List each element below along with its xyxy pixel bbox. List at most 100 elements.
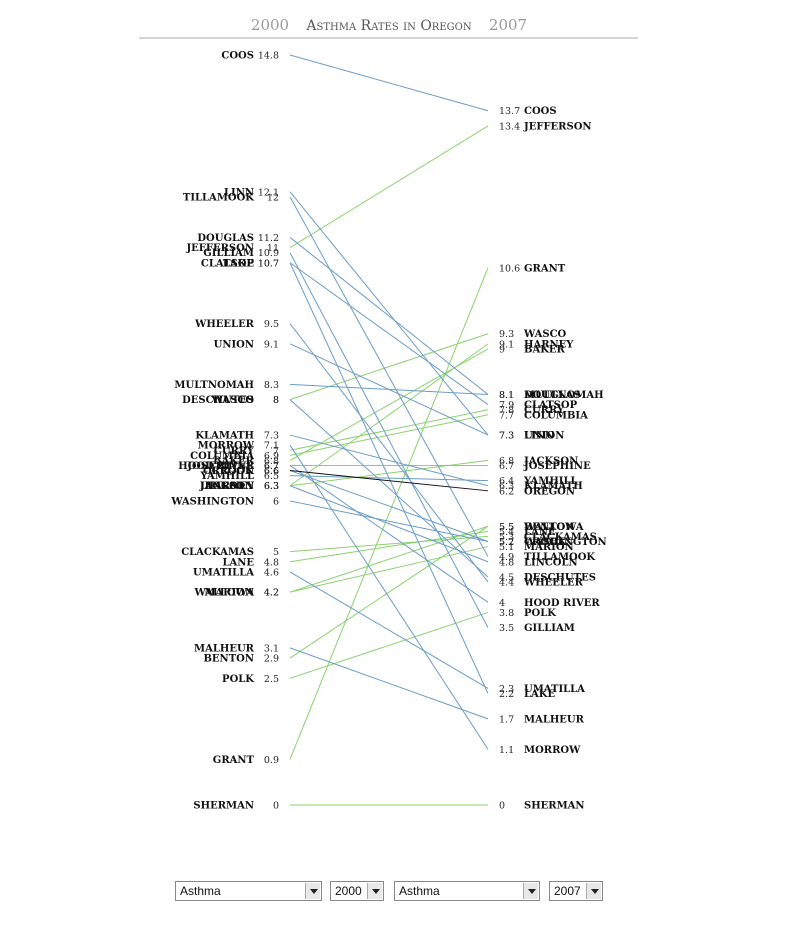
left-county-label-yamhill: YAMHILL <box>199 471 254 482</box>
slope-line-deschutes <box>289 399 489 578</box>
right-county-label-lincoln: LINCOLN <box>524 557 578 568</box>
right-county-label-washington: WASHINGTON <box>523 537 607 548</box>
left-county-label-benton: BENTON <box>203 654 254 665</box>
left-value-wheeler: 9.5 <box>264 319 279 330</box>
right-value-malheur: 1.7 <box>499 714 514 725</box>
left-year-select[interactable]: 2000 <box>330 881 384 901</box>
right-value-jackson: 6.8 <box>499 456 514 467</box>
right-value-marion: 5.1 <box>499 542 514 553</box>
slope-line-marion <box>289 546 489 593</box>
right-value-douglas: 8.1 <box>499 390 514 401</box>
slope-line-grant <box>289 267 489 760</box>
right-county-label-malheur: MALHEUR <box>524 714 585 725</box>
left-county-label-gilliam: GILLIAM <box>203 248 254 259</box>
right-value-yamhill: 6.4 <box>499 476 514 487</box>
right-value-lane: 5.4 <box>499 527 514 538</box>
chevron-down-icon[interactable] <box>367 883 382 899</box>
left-county-label-coos: COOS <box>221 51 254 62</box>
left-value-benton: 2.9 <box>264 654 279 665</box>
left-measure-value: Asthma <box>180 884 221 898</box>
left-value-morrow: 7.1 <box>264 441 279 452</box>
right-value-tillamook: 4.9 <box>499 552 514 563</box>
right-value-baker: 9 <box>499 344 505 355</box>
right-value-clatsop: 7.9 <box>499 400 514 411</box>
left-county-label-umatilla: UMATILLA <box>193 567 254 578</box>
right-county-label-clatsop: CLATSOP <box>524 400 578 411</box>
right-county-label-hood-river: HOOD RIVER <box>524 598 600 609</box>
chevron-down-icon[interactable] <box>523 883 538 899</box>
right-county-label-clackamas: CLACKAMAS <box>524 532 597 543</box>
right-county-label-benton: BENTON <box>524 522 575 533</box>
right-county-label-lane: LANE <box>524 527 556 538</box>
right-year-select[interactable]: 2007 <box>549 881 603 901</box>
slope-line-wasco <box>289 333 489 401</box>
right-value-linn: 7.3 <box>499 431 514 442</box>
slope-line-lane <box>289 530 489 563</box>
right-value-klamath: 6.3 <box>499 481 514 492</box>
right-county-label-crook: CROOK <box>524 537 567 548</box>
left-county-label-baker: BAKER <box>213 456 255 467</box>
left-county-label-josephine: JOSEPHINE <box>186 461 254 472</box>
slope-line-polk <box>289 611 489 679</box>
left-value-jackson: 6.3 <box>264 481 279 492</box>
slope-line-crook <box>289 470 489 542</box>
right-value-morrow: 1.1 <box>499 745 514 756</box>
left-county-label-wasco: WASCO <box>211 395 255 406</box>
left-value-wasco: 8 <box>273 395 279 406</box>
left-value-marion: 4.2 <box>264 588 279 599</box>
chevron-down-icon[interactable] <box>586 883 601 899</box>
title-year-right: 2007 <box>489 16 527 34</box>
right-county-label-linn: LINN <box>524 431 554 442</box>
left-value-lake: 10.7 <box>258 258 279 269</box>
right-county-label-grant: GRANT <box>524 263 566 274</box>
left-county-label-klamath: KLAMATH <box>195 431 254 442</box>
left-county-label-wheeler: WHEELER <box>194 319 255 330</box>
right-county-label-gilliam: GILLIAM <box>524 623 575 634</box>
slope-line-malheur <box>289 647 489 720</box>
left-value-sherman: 0 <box>273 801 279 812</box>
slope-line-washington <box>289 500 489 542</box>
right-value-union: 7.3 <box>499 431 514 442</box>
right-measure-select[interactable]: Asthma <box>394 881 540 901</box>
slope-line-union <box>289 343 489 436</box>
left-county-label-tillamook: TILLAMOOK <box>183 192 254 203</box>
slope-line-curry <box>289 409 489 451</box>
slope-lines <box>289 54 489 806</box>
left-county-label-hood-river: HOOD RIVER <box>178 461 254 472</box>
left-county-label-washington: WASHINGTON <box>170 496 254 507</box>
left-value-wallowa: 4.2 <box>264 588 279 599</box>
left-value-gilliam: 10.9 <box>258 248 279 259</box>
left-value-curry: 7 <box>273 446 279 457</box>
right-value-multnomah: 8.1 <box>499 390 514 401</box>
left-value-coos: 14.8 <box>258 51 279 62</box>
left-county-label-lincoln: LINCOLN <box>200 481 254 492</box>
chevron-down-icon[interactable] <box>305 883 320 899</box>
left-county-label-grant: GRANT <box>213 755 255 766</box>
left-value-douglas: 11.2 <box>258 233 279 244</box>
right-value-gilliam: 3.5 <box>499 623 514 634</box>
left-year-value: 2000 <box>335 884 362 898</box>
left-county-label-marion: MARION <box>204 588 254 599</box>
right-county-label-wheeler: WHEELER <box>523 578 584 589</box>
left-value-tillamook: 12 <box>267 192 279 203</box>
right-value-clackamas: 5.3 <box>499 532 514 543</box>
left-county-label-crook: CROOK <box>212 466 255 477</box>
right-value-oregon: 6.2 <box>499 486 514 497</box>
left-county-label-clatsop: CLATSOP <box>201 258 255 269</box>
left-value-union: 9.1 <box>264 339 279 350</box>
left-county-label-clackamas: CLACKAMAS <box>181 547 254 558</box>
left-county-label-lake: LAKE <box>223 258 254 269</box>
left-measure-select[interactable]: Asthma <box>175 881 322 901</box>
left-value-columbia: 6.9 <box>264 451 279 462</box>
left-county-label-jackson: JACKSON <box>199 481 254 492</box>
left-labels: COOS 14.8 JEFFERSON 11 GRANT 0.9 WASCO 8 HARNEY 6… <box>170 51 279 812</box>
left-value-josephine: 6.7 <box>264 461 279 472</box>
right-county-label-polk: POLK <box>524 608 556 619</box>
left-county-label-morrow: MORROW <box>198 441 255 452</box>
right-value-curry: 7.8 <box>499 405 514 416</box>
right-measure-value: Asthma <box>399 884 440 898</box>
right-county-label-klamath: KLAMATH <box>524 481 583 492</box>
right-county-label-tillamook: TILLAMOOK <box>524 552 595 563</box>
right-county-label-wasco: WASCO <box>523 329 567 340</box>
right-county-label-harney: HARNEY <box>524 339 574 350</box>
